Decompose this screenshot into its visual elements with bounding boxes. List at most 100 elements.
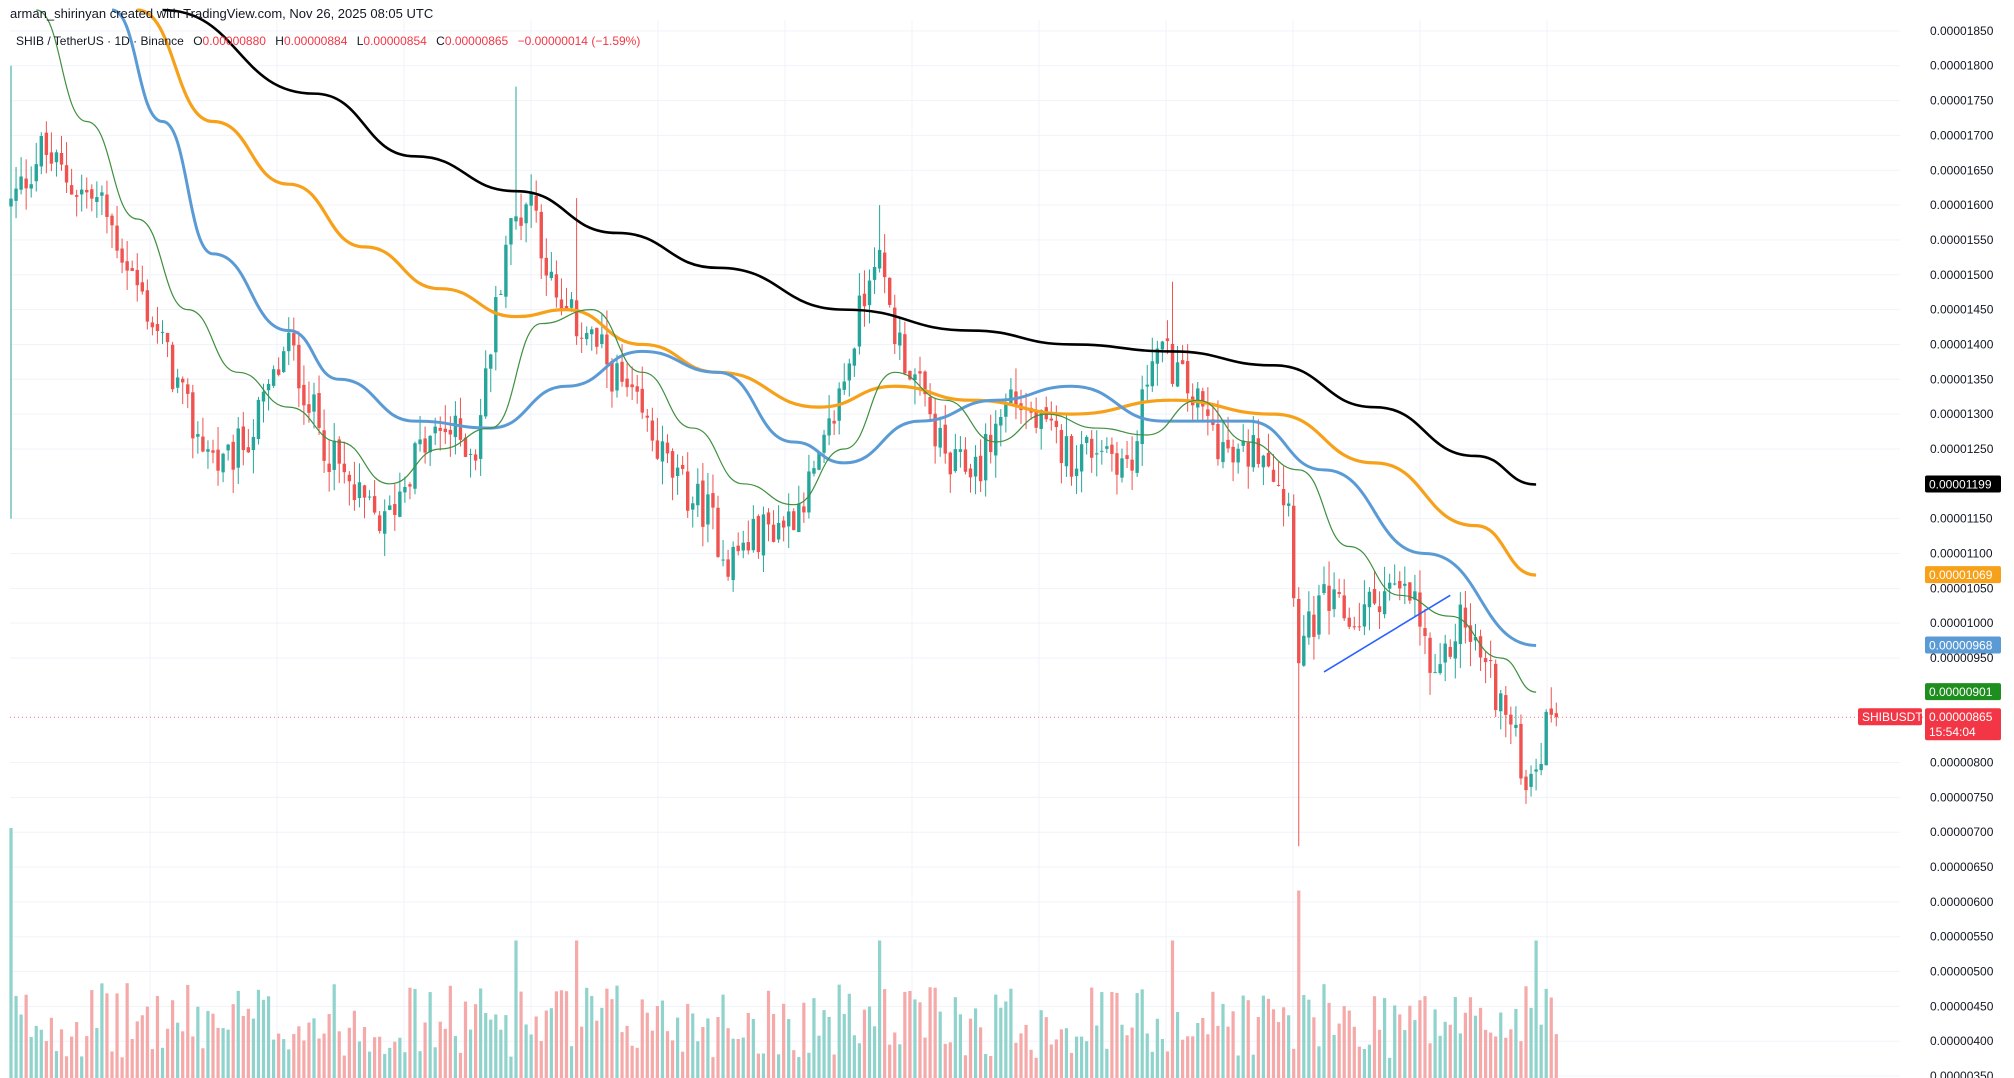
candle[interactable] bbox=[802, 492, 806, 523]
candle[interactable] bbox=[1382, 566, 1387, 619]
candle[interactable] bbox=[590, 326, 594, 351]
candle[interactable] bbox=[867, 269, 872, 324]
candle[interactable] bbox=[1423, 608, 1427, 655]
candle[interactable] bbox=[665, 434, 670, 463]
candle[interactable] bbox=[211, 439, 215, 464]
candle[interactable] bbox=[1554, 702, 1558, 727]
candle[interactable] bbox=[938, 416, 942, 457]
series-price-tag[interactable]: 0.00001199 bbox=[1925, 475, 2001, 493]
candle[interactable] bbox=[1216, 400, 1220, 466]
candle[interactable] bbox=[968, 463, 973, 493]
candle[interactable] bbox=[1494, 659, 1498, 717]
candle[interactable] bbox=[771, 510, 776, 543]
candle[interactable] bbox=[574, 198, 579, 345]
candle[interactable] bbox=[59, 135, 64, 171]
candle[interactable] bbox=[1458, 592, 1463, 669]
candle[interactable] bbox=[670, 448, 675, 501]
candle[interactable] bbox=[1377, 591, 1382, 629]
candle[interactable] bbox=[1064, 413, 1069, 477]
candle[interactable] bbox=[1342, 579, 1346, 621]
candle[interactable] bbox=[534, 180, 538, 223]
candle[interactable] bbox=[1347, 607, 1351, 630]
candle[interactable] bbox=[322, 409, 326, 473]
candle[interactable] bbox=[1549, 687, 1553, 723]
candle[interactable] bbox=[196, 421, 200, 454]
candle[interactable] bbox=[95, 181, 99, 218]
candle[interactable] bbox=[1327, 561, 1331, 635]
candle[interactable] bbox=[282, 346, 286, 374]
candle[interactable] bbox=[741, 530, 745, 559]
candle[interactable] bbox=[1352, 616, 1356, 630]
candle[interactable] bbox=[852, 347, 857, 377]
candle[interactable] bbox=[1463, 590, 1468, 644]
candle[interactable] bbox=[1090, 430, 1094, 473]
candle[interactable] bbox=[1130, 436, 1134, 490]
candle[interactable] bbox=[145, 279, 150, 330]
candle[interactable] bbox=[1271, 454, 1276, 483]
candle[interactable] bbox=[342, 441, 346, 484]
candle[interactable] bbox=[882, 234, 887, 294]
candle[interactable] bbox=[241, 411, 245, 466]
moving-average-ma_fast[interactable] bbox=[36, 9, 1537, 693]
candle[interactable] bbox=[1488, 640, 1493, 678]
candle[interactable] bbox=[721, 540, 725, 567]
candle[interactable] bbox=[554, 260, 559, 308]
candle[interactable] bbox=[1453, 623, 1457, 679]
candle[interactable] bbox=[1145, 364, 1149, 403]
candle[interactable] bbox=[135, 253, 139, 302]
candle[interactable] bbox=[1302, 615, 1306, 667]
candle[interactable] bbox=[448, 416, 453, 457]
candle[interactable] bbox=[953, 433, 958, 473]
candle[interactable] bbox=[872, 247, 877, 295]
candle[interactable] bbox=[1529, 765, 1533, 797]
symbol-name[interactable]: SHIB / TetherUS · 1D · Binance bbox=[16, 34, 184, 48]
candle[interactable] bbox=[357, 463, 362, 508]
candle[interactable] bbox=[1443, 634, 1447, 682]
candle[interactable] bbox=[595, 327, 599, 355]
candle[interactable] bbox=[14, 167, 18, 219]
candle[interactable] bbox=[266, 379, 271, 411]
candle[interactable] bbox=[1418, 570, 1422, 646]
candle[interactable] bbox=[1372, 571, 1377, 606]
candle[interactable] bbox=[115, 206, 119, 259]
candle[interactable] bbox=[458, 397, 463, 447]
candle[interactable] bbox=[635, 374, 639, 404]
candle[interactable] bbox=[170, 341, 175, 393]
moving-average-ma_50[interactable] bbox=[111, 8, 1537, 647]
candle[interactable] bbox=[1276, 461, 1281, 487]
candle[interactable] bbox=[110, 213, 114, 249]
candle[interactable] bbox=[1297, 587, 1301, 847]
candle[interactable] bbox=[1069, 433, 1074, 486]
candle[interactable] bbox=[1135, 430, 1139, 477]
candle[interactable] bbox=[1039, 409, 1043, 450]
candle[interactable] bbox=[1079, 430, 1084, 493]
candle[interactable] bbox=[377, 510, 382, 534]
candle[interactable] bbox=[246, 429, 251, 453]
candle[interactable] bbox=[1312, 596, 1316, 660]
candle[interactable] bbox=[312, 382, 316, 429]
candle[interactable] bbox=[383, 499, 387, 557]
candle[interactable] bbox=[514, 86, 518, 230]
candle[interactable] bbox=[893, 294, 897, 355]
candle[interactable] bbox=[640, 366, 644, 419]
candle[interactable] bbox=[463, 433, 468, 458]
candle[interactable] bbox=[888, 277, 892, 308]
candle[interactable] bbox=[1286, 492, 1291, 517]
candle[interactable] bbox=[686, 452, 690, 518]
candle[interactable] bbox=[1337, 578, 1341, 598]
candle[interactable] bbox=[923, 370, 927, 407]
candle[interactable] bbox=[175, 368, 180, 394]
candle[interactable] bbox=[473, 449, 478, 471]
candle[interactable] bbox=[605, 310, 609, 388]
candle[interactable] bbox=[1403, 566, 1407, 605]
candle[interactable] bbox=[1322, 566, 1326, 596]
candle[interactable] bbox=[1100, 439, 1104, 465]
candle[interactable] bbox=[64, 142, 69, 194]
candle[interactable] bbox=[1509, 706, 1513, 745]
candle[interactable] bbox=[680, 455, 685, 475]
candle[interactable] bbox=[509, 217, 513, 266]
candle[interactable] bbox=[49, 132, 54, 172]
candle[interactable] bbox=[468, 448, 473, 478]
candle[interactable] bbox=[276, 357, 281, 377]
candle[interactable] bbox=[216, 426, 220, 486]
